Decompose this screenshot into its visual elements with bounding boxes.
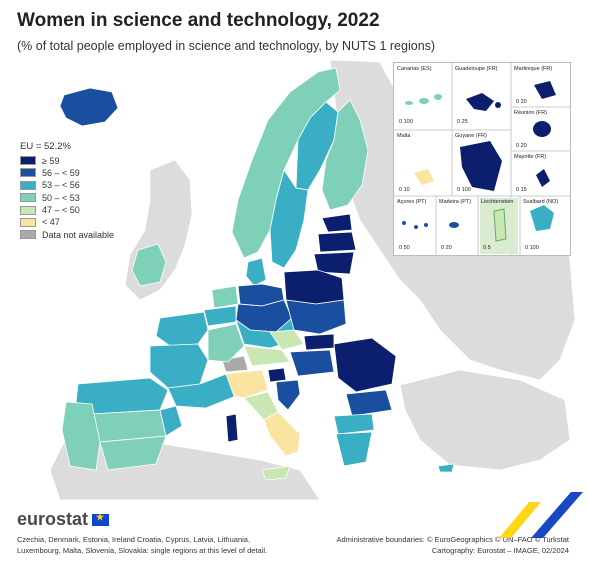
region-netherlands: [211, 285, 239, 309]
legend-label: 56 – < 59: [42, 167, 80, 178]
inset-label-malta: Malta: [397, 133, 411, 139]
region-italy-north: [225, 369, 269, 399]
inset-label-guadeloupe: Guadeloupe (FR): [455, 66, 498, 72]
inset-label-liechtenstein: Liechtenstein: [481, 199, 514, 205]
inset-label-svalbard: Svalbard (NO): [523, 199, 559, 205]
inset-scale-madeira: 0 20: [441, 245, 452, 251]
boundaries-credit: Administrative boundaries: © EuroGeograp…: [336, 535, 569, 544]
region-poland-north: [283, 269, 345, 305]
inset-maps-panel: Canarias (ES) Guadeloupe (FR) Martinique…: [393, 62, 571, 256]
region-slovenia: [267, 367, 287, 383]
legend-label: Data not available: [42, 229, 115, 240]
map-legend: EU = 52.2% ≥ 59 56 – < 59 53 – < 56 50 –…: [20, 141, 114, 242]
eu-flag-icon: [92, 512, 110, 526]
legend-item: ≥ 59: [20, 155, 114, 166]
cartography-credit: Cartography: Eurostat – IMAGE, 02/2024: [431, 545, 569, 555]
legend-item: Data not available: [20, 229, 114, 240]
legend-label: < 47: [42, 217, 60, 228]
region-denmark: [245, 257, 267, 287]
region-sweden-south: [269, 169, 309, 269]
region-italy-south: [263, 411, 301, 457]
corner-stripes-decoration: [499, 492, 583, 538]
inset-label-martinique: Martinique (FR): [514, 66, 553, 72]
inset-label-acores: Açores (PT): [397, 199, 427, 205]
inset-scale-canarias: 0 100: [399, 119, 413, 125]
region-romania: [333, 337, 397, 393]
legend-label: ≥ 59: [42, 155, 60, 166]
region-lithuania: [313, 251, 355, 275]
inset-scale-reunion: 0 20: [516, 143, 527, 149]
region-ireland: [131, 243, 167, 287]
region-croatia: [275, 379, 301, 411]
inset-label-guyane: Guyane (FR): [455, 133, 487, 139]
legend-item: 50 – < 53: [20, 192, 114, 203]
legend-item: < 47: [20, 217, 114, 228]
region-france-east: [207, 323, 245, 363]
region-greece-north: [333, 413, 375, 435]
region-finland: [321, 99, 369, 211]
region-france-west: [149, 343, 209, 389]
region-cyprus: [437, 463, 455, 473]
region-sicily: [261, 465, 291, 481]
region-spain-east: [159, 405, 183, 437]
region-greece-south: [335, 431, 373, 467]
legend-item: 47 – < 50: [20, 205, 114, 216]
map-subtitle: (% of total people employed in science a…: [17, 39, 436, 53]
map-title: Women in science and technology, 2022: [17, 10, 380, 31]
europe-map: [49, 59, 576, 501]
legend-label: 50 – < 53: [42, 192, 80, 203]
inset-scale-guadeloupe: 0 25: [457, 119, 468, 125]
legend-eu-value: EU = 52.2%: [20, 141, 71, 152]
region-latvia: [317, 231, 357, 253]
inset-label-madeira: Madeira (PT): [439, 199, 472, 205]
inset-label-mayotte: Mayotte (FR): [514, 154, 547, 160]
legend-swatch: [20, 217, 36, 227]
region-czechia: [269, 329, 305, 351]
legend-label: 47 – < 50: [42, 205, 80, 216]
region-spain-south: [99, 435, 167, 471]
region-iceland: [59, 87, 119, 127]
region-belgium: [203, 305, 237, 327]
legend-label: 53 – < 56: [42, 180, 80, 191]
inset-scale-martinique: 0 20: [516, 99, 527, 105]
inset-scale-liechtenstein: 0 5: [483, 245, 491, 251]
inset-scale-malta: 0 10: [399, 187, 410, 193]
legend-swatch: [20, 156, 36, 165]
region-poland-south: [285, 299, 347, 335]
region-hungary: [289, 349, 335, 377]
inset-label-canarias: Canarias (ES): [397, 66, 432, 72]
legend-swatch: [20, 193, 36, 203]
inset-scale-guyane: 0 100: [457, 187, 471, 193]
region-portugal: [61, 401, 101, 471]
region-estonia: [321, 213, 353, 233]
region-slovakia: [303, 333, 335, 351]
region-sardinia: [225, 413, 239, 443]
region-austria: [243, 345, 291, 367]
inset-scale-acores: 0 50: [399, 245, 410, 251]
source-credits: Administrative boundaries: © EuroGeograp…: [336, 535, 569, 556]
legend-item: 56 – < 59: [20, 167, 114, 178]
inset-scale-mayotte: 0 15: [516, 187, 527, 193]
footnote: Czechia, Denmark, Estonia, Ireland Croat…: [17, 535, 268, 555]
legend-swatch: [20, 168, 36, 178]
legend-swatch: [20, 180, 36, 190]
region-bulgaria: [345, 389, 393, 417]
inset-label-reunion: Réunion (FR): [514, 110, 548, 116]
legend-item: 53 – < 56: [20, 180, 114, 191]
region-france-north: [155, 311, 209, 347]
inset-grid: [394, 63, 570, 255]
legend-swatch: [20, 230, 36, 240]
inset-scale-svalbard: 0 100: [525, 245, 539, 251]
logo-text: eurostat: [17, 509, 89, 529]
eurostat-logo: eurostat: [17, 509, 110, 530]
legend-swatch: [20, 205, 36, 215]
